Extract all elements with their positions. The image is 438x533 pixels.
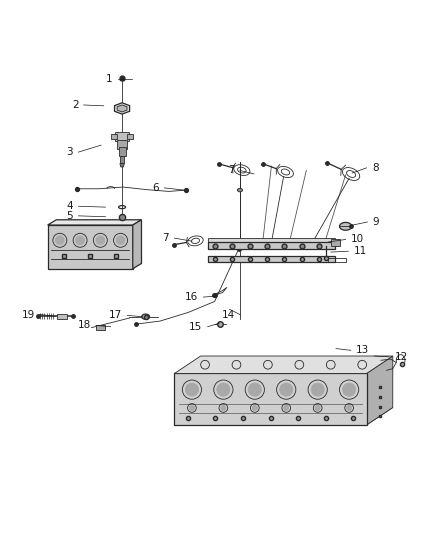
Polygon shape bbox=[48, 220, 141, 225]
Text: 2: 2 bbox=[72, 100, 78, 110]
Text: 7: 7 bbox=[162, 233, 169, 243]
Circle shape bbox=[284, 405, 289, 410]
Text: 11: 11 bbox=[353, 246, 367, 256]
Polygon shape bbox=[133, 220, 141, 269]
Polygon shape bbox=[117, 105, 127, 112]
Polygon shape bbox=[174, 374, 367, 425]
Bar bbox=[115, 132, 129, 141]
Bar bbox=[328, 258, 346, 262]
Circle shape bbox=[346, 405, 352, 410]
Polygon shape bbox=[120, 164, 124, 167]
Ellipse shape bbox=[339, 222, 352, 230]
Circle shape bbox=[315, 405, 320, 410]
Bar bbox=[127, 134, 134, 139]
Polygon shape bbox=[174, 356, 393, 374]
Text: 6: 6 bbox=[152, 183, 159, 193]
Ellipse shape bbox=[142, 314, 150, 319]
Text: 8: 8 bbox=[372, 163, 378, 173]
Circle shape bbox=[56, 236, 64, 245]
Circle shape bbox=[311, 383, 324, 396]
Bar bbox=[208, 238, 335, 243]
Circle shape bbox=[185, 383, 198, 396]
Bar bbox=[208, 243, 335, 248]
Circle shape bbox=[248, 383, 261, 396]
Bar bbox=[96, 325, 105, 330]
Text: 4: 4 bbox=[67, 201, 73, 211]
Text: 3: 3 bbox=[67, 147, 73, 157]
Text: 9: 9 bbox=[373, 217, 379, 227]
Bar bbox=[117, 140, 127, 149]
Circle shape bbox=[252, 405, 258, 410]
Circle shape bbox=[280, 383, 293, 396]
Circle shape bbox=[221, 405, 226, 410]
Bar bbox=[111, 134, 117, 139]
Circle shape bbox=[116, 236, 125, 245]
Bar bbox=[119, 147, 126, 157]
Text: 15: 15 bbox=[189, 322, 202, 332]
Text: 17: 17 bbox=[109, 310, 122, 320]
Polygon shape bbox=[114, 103, 130, 114]
Polygon shape bbox=[367, 356, 393, 425]
Text: 13: 13 bbox=[356, 345, 369, 356]
Text: 10: 10 bbox=[351, 235, 364, 245]
Text: 18: 18 bbox=[78, 320, 91, 330]
Text: 19: 19 bbox=[21, 310, 35, 319]
Text: 12: 12 bbox=[395, 352, 408, 362]
Polygon shape bbox=[48, 225, 133, 269]
Circle shape bbox=[217, 383, 230, 396]
Circle shape bbox=[96, 236, 105, 245]
Bar bbox=[120, 156, 124, 164]
Text: 5: 5 bbox=[67, 211, 73, 221]
Text: 7: 7 bbox=[228, 165, 235, 175]
Circle shape bbox=[189, 405, 194, 410]
Bar bbox=[57, 313, 67, 319]
Text: 1: 1 bbox=[106, 74, 113, 84]
Bar bbox=[331, 239, 340, 246]
Ellipse shape bbox=[237, 188, 243, 192]
Circle shape bbox=[76, 236, 85, 245]
Circle shape bbox=[343, 383, 356, 396]
Text: 16: 16 bbox=[185, 292, 198, 302]
Bar bbox=[208, 256, 335, 262]
Polygon shape bbox=[174, 408, 393, 425]
Text: 14: 14 bbox=[222, 310, 235, 319]
